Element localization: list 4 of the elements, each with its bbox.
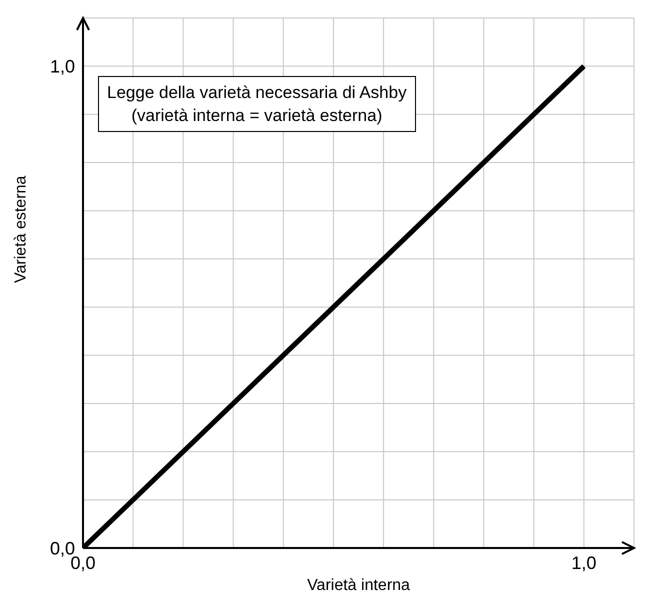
annotation: (varietà interna = varietà esterna): [130, 105, 384, 127]
annotation: Legge della varietà necessaria di Ashby: [107, 82, 407, 104]
y-axis-title: Varietà esterna: [12, 176, 30, 283]
x-axis-title: Varietà interna: [307, 577, 410, 594]
